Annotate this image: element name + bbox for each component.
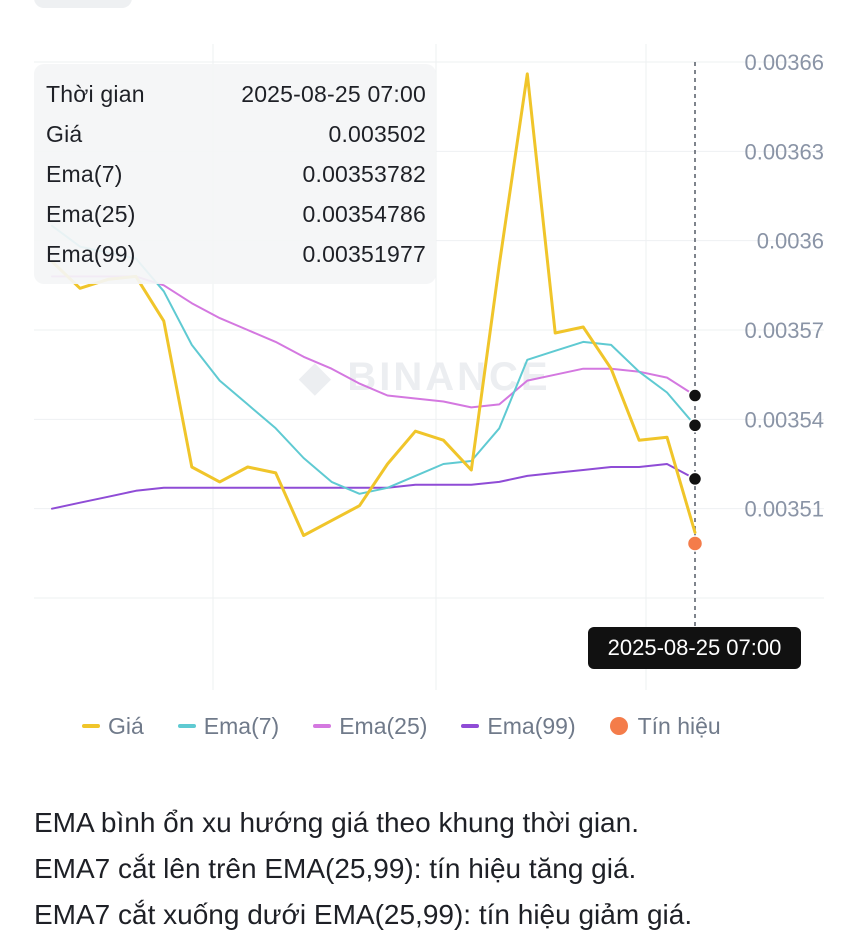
legend-item-ema25[interactable]: Ema(25)	[313, 713, 427, 740]
y-tick-label: 0.0036	[757, 229, 824, 254]
tooltip-label: Giá	[46, 120, 83, 147]
y-tick-label: 0.00351	[744, 497, 824, 522]
tooltip-label: Ema(7)	[46, 160, 123, 187]
tooltip-value: 0.003502	[328, 120, 426, 147]
legend-label: Ema(7)	[203, 712, 280, 739]
legend-swatch-ema25	[313, 724, 332, 728]
tooltip-value: 0.00353782	[302, 160, 426, 187]
chart-tooltip: Thời gian 2025-08-25 07:00 Giá 0.003502 …	[34, 64, 436, 284]
legend-item-ema7[interactable]: Ema(7)	[177, 712, 280, 740]
note-line: EMA bình ổn xu hướng giá theo khung thời…	[34, 807, 639, 838]
binance-watermark: ◆ BINANCE	[298, 355, 550, 399]
legend-label: Ema(25)	[339, 712, 428, 739]
legend-label: Tín hiệu	[637, 712, 721, 739]
crosshair-marker	[687, 388, 703, 403]
tooltip-row-price: Giá 0.003502	[46, 119, 426, 149]
price-ema-chart: ◆ BINANCE 0.00366 0.00363 0.0036 0.00357 0.00…	[34, 44, 824, 690]
legend-swatch-ema99	[461, 724, 480, 728]
legend-swatch-price	[82, 724, 100, 728]
note-line: EMA7 cắt lên trên EMA(25,99): tín hiệu t…	[34, 853, 637, 884]
tooltip-value: 0.00351977	[302, 240, 426, 267]
legend-item-signal[interactable]: Tín hiệu	[609, 712, 721, 740]
tooltip-value: 0.00354786	[302, 200, 426, 227]
explanation-notes: EMA bình ổn xu hướng giá theo khung thời…	[34, 800, 692, 938]
y-tick-label: 0.00357	[744, 318, 824, 343]
tooltip-label: Ema(99)	[46, 240, 136, 267]
legend-swatch-ema7	[177, 724, 196, 728]
series-line-gi	[50, 72, 697, 537]
legend-label: Ema(99)	[487, 712, 576, 739]
note-line: EMA7 cắt xuống dưới EMA(25,99): tín hiệu…	[34, 899, 693, 930]
crosshair-time-label: 2025-08-25 07:00	[588, 627, 801, 669]
signal-dot	[686, 535, 704, 552]
top-tab[interactable]	[34, 0, 132, 8]
y-tick-label: 0.00363	[744, 139, 824, 164]
tooltip-row-time: Thời gian 2025-08-25 07:00	[46, 79, 426, 109]
tooltip-label: Thời gian	[46, 80, 145, 107]
legend-item-ema99[interactable]: Ema(99)	[461, 712, 576, 740]
legend-item-price[interactable]: Giá	[82, 713, 144, 740]
chart-legend: Giá Ema(7) Ema(25) Ema(99) Tín hiệu	[82, 708, 755, 744]
y-tick-label: 0.00354	[744, 407, 824, 432]
tooltip-row-ema99: Ema(99) 0.00351977	[46, 239, 426, 269]
tooltip-label: Ema(25)	[46, 200, 136, 227]
series-line-ema7	[51, 224, 696, 495]
legend-label: Giá	[108, 712, 144, 739]
series-line-ema99	[51, 463, 696, 510]
tooltip-row-ema25: Ema(25) 0.00354786	[46, 199, 426, 229]
y-tick-label: 0.00366	[744, 50, 824, 75]
legend-dot-signal	[609, 717, 628, 735]
tooltip-value: 2025-08-25 07:00	[241, 80, 426, 107]
crosshair-marker	[687, 471, 703, 487]
tooltip-row-ema7: Ema(7) 0.00353782	[46, 159, 426, 189]
crosshair-marker	[687, 418, 703, 433]
